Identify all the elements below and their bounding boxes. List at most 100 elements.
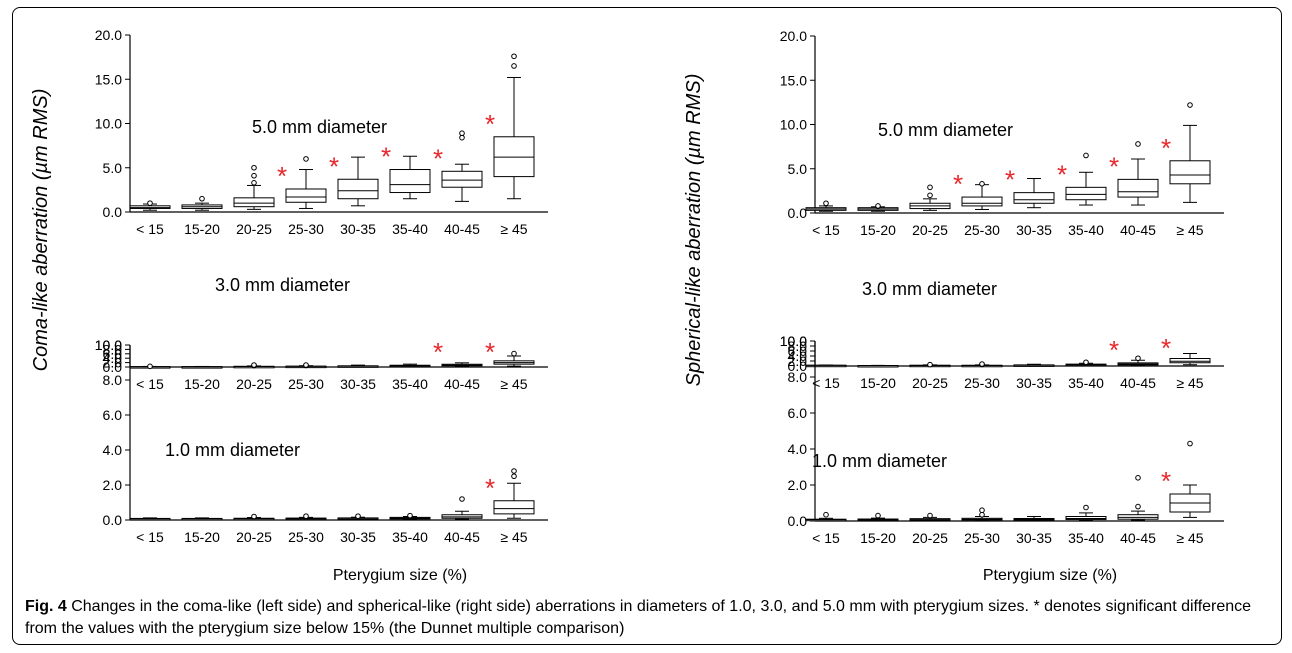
right-sub1-box-8: * — [1161, 102, 1211, 203]
box-iqr — [389, 169, 431, 194]
outlier-point — [823, 200, 829, 207]
left-sub2-xtick-label: 20-25 — [236, 376, 272, 392]
outlier-point — [1135, 355, 1141, 362]
significance-star: * — [485, 337, 495, 367]
left-sub1-xtick-label: 25-30 — [288, 221, 324, 237]
left-sub1-xtick-label: 30-35 — [340, 221, 376, 237]
left-sub1-box-5: * — [329, 151, 379, 207]
outlier-point — [303, 156, 309, 162]
outlier-point — [1135, 141, 1141, 147]
left-sub2-box-4 — [285, 362, 327, 369]
right-sub1-box-7: * — [1109, 141, 1159, 206]
right-sub3-ytick-label: 10.0 — [780, 333, 807, 349]
left-sub2-xtick-label: 15-20 — [184, 376, 220, 392]
left-sub1-box-8: * — [485, 53, 535, 200]
right-sub1-xtick-label: 35-40 — [1068, 222, 1104, 238]
right-sub3-box-7 — [1117, 475, 1159, 521]
left-sub2-xtick-label: 25-30 — [288, 376, 324, 392]
left-sub1-box-4: * — [277, 156, 327, 209]
significance-star: * — [277, 161, 287, 191]
left-sub3-xtick-label: 35-40 — [392, 529, 428, 545]
left-sub2-ytick-label: 6.0 — [103, 346, 123, 362]
outlier-point — [1083, 152, 1089, 159]
box-iqr — [441, 170, 483, 188]
left-sub3-box-6 — [389, 512, 431, 520]
right-sub3-ytick-label: 4.0 — [788, 441, 808, 457]
box-iqr — [1065, 186, 1107, 201]
outlier-point — [251, 362, 257, 368]
right-sub2-ytick-label: 8.0 — [788, 338, 808, 354]
right-sub2-box-8: * — [1161, 333, 1211, 366]
left-sub3-box-4 — [285, 513, 327, 521]
right-y-axis-label: Spherical-like aberration (µm RMS) — [683, 74, 705, 387]
significance-star: * — [1005, 165, 1015, 195]
outlier-point — [927, 192, 933, 199]
outlier-point — [875, 512, 881, 519]
right-sub2-xtick-label: 25-30 — [964, 375, 1000, 391]
outlier-point — [927, 512, 933, 519]
left-sub2-ytick-label: 10.0 — [95, 337, 122, 353]
outlier-point — [1135, 475, 1141, 481]
right-sub2-box-1 — [805, 364, 847, 368]
left-sub3-box-5 — [337, 513, 379, 521]
outlier-point — [459, 134, 465, 141]
outlier-point — [459, 130, 465, 137]
outlier-point — [927, 184, 933, 191]
outlier-point — [251, 513, 257, 520]
right-x-axis-label: Pterygium size (%) — [983, 567, 1117, 584]
outlier-point — [511, 53, 517, 60]
right-sub3-xtick-label: 25-30 — [964, 530, 1000, 546]
right-sub1-box-1 — [805, 200, 847, 212]
right-sub1-ytick-label: 20.0 — [780, 28, 807, 44]
left-sub1-xtick-label: ≥ 45 — [500, 221, 527, 237]
right-sub2-ytick-label: 6.0 — [788, 343, 808, 359]
right-sub3-box-1 — [805, 511, 847, 522]
right-sub1-xtick-label: 30-35 — [1016, 222, 1052, 238]
left-sub1-box-1 — [129, 200, 171, 211]
caption-text: Changes in the coma-like (left side) and… — [25, 598, 1252, 637]
right-sub1-xtick-label: 20-25 — [912, 222, 948, 238]
outlier-point — [199, 195, 205, 202]
outlier-point — [407, 512, 413, 519]
right-sub2-xtick-label: < 15 — [812, 375, 840, 391]
left-sub1-box-7: * — [433, 130, 483, 202]
outlier-point — [511, 350, 517, 357]
right-sub2-ytick-label: 0.0 — [788, 358, 808, 374]
right-sub1-title: 5.0 mm diameter — [878, 120, 1013, 140]
left-sub1-xtick-label: 35-40 — [392, 221, 428, 237]
left-sub1-ytick-label: 5.0 — [103, 160, 123, 176]
left-sub2-box-8: * — [485, 337, 535, 367]
right-sub2-box-7: * — [1109, 335, 1159, 367]
box-iqr — [1117, 178, 1159, 198]
right-sub3-xtick-label: 40-45 — [1120, 530, 1156, 546]
left-sub3-box-2 — [181, 517, 223, 521]
left-sub3-xtick-label: 25-30 — [288, 529, 324, 545]
left-sub2-box-7: * — [433, 337, 483, 367]
right-sub3-ytick-label: 6.0 — [788, 405, 808, 421]
right-sub1-xtick-label: 25-30 — [964, 222, 1000, 238]
box-iqr — [233, 197, 275, 208]
left-sub2-box-3 — [233, 362, 275, 369]
right-sub2-box-2 — [857, 364, 899, 368]
outlier-point — [979, 180, 985, 187]
right-sub1-box-6: * — [1057, 152, 1107, 206]
left-sub2-ytick-label: 8.0 — [103, 341, 123, 357]
right-sub3-xtick-label: < 15 — [812, 530, 840, 546]
right-sub3-xtick-label: 15-20 — [860, 530, 896, 546]
box-iqr — [1013, 192, 1055, 204]
left-sub3-box-1 — [129, 517, 171, 521]
right-sub3-box-8: * — [1161, 440, 1211, 518]
left-sub3-ytick-label: 8.0 — [103, 372, 123, 388]
right-sub1-xtick-label: < 15 — [812, 222, 840, 238]
left-sub2-xtick-label: 40-45 — [444, 376, 480, 392]
significance-star: * — [1161, 466, 1171, 496]
figure-frame — [12, 7, 1282, 645]
box-iqr — [1169, 160, 1211, 185]
right-sub3-box-4 — [961, 507, 1003, 522]
left-sub3-title: 1.0 mm diameter — [165, 440, 300, 460]
outlier-point — [875, 203, 881, 209]
outlier-point — [251, 164, 257, 171]
outlier-point — [1083, 359, 1089, 366]
left-sub1-xtick-label: < 15 — [136, 221, 164, 237]
